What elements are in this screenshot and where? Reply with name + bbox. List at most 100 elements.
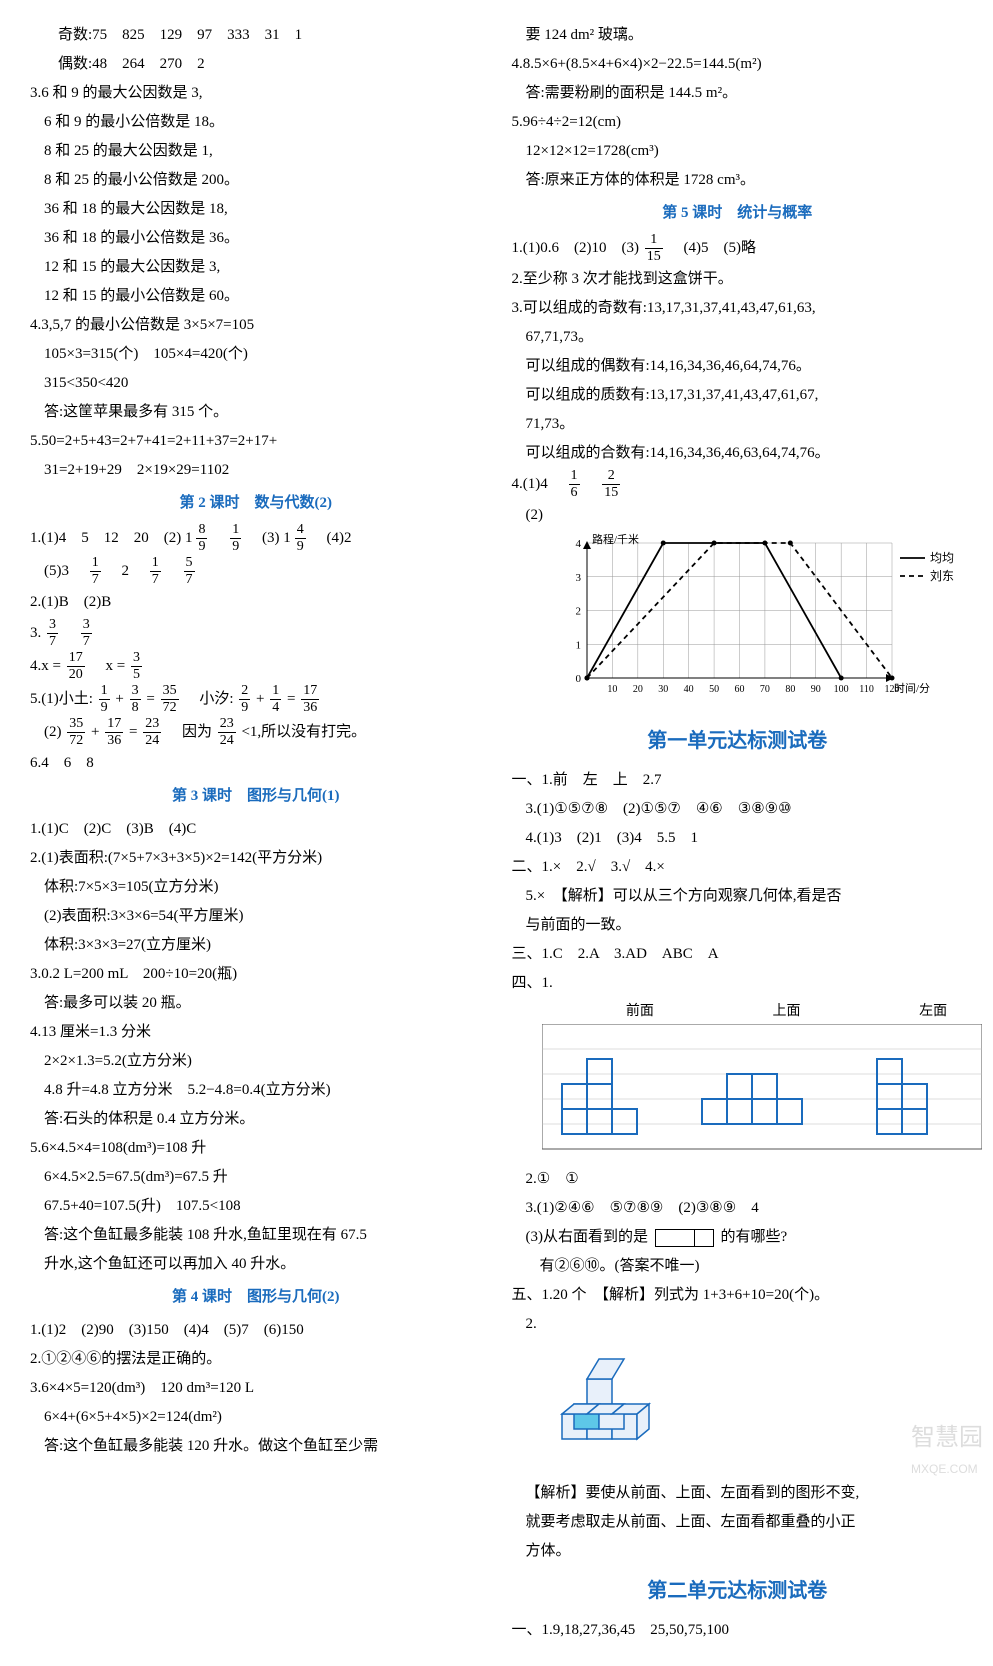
fraction: 29 xyxy=(239,684,250,715)
text-line: 67.5+40=107.5(升) 107.5<108 xyxy=(30,1193,482,1220)
text-line: 1.(1)C (2)C (3)B (4)C xyxy=(30,816,482,843)
svg-text:路程/千米: 路程/千米 xyxy=(592,533,639,546)
text-line: 36 和 18 的最小公倍数是 36。 xyxy=(30,225,482,252)
chart-svg: 01234102030405060708090100110120路程/千米时间/… xyxy=(552,533,972,703)
text: (3) xyxy=(247,530,280,546)
text-line: (2)表面积:3×3×6=54(平方厘米) xyxy=(30,903,482,930)
two-column-layout: 奇数:75 825 129 97 333 31 1 偶数:48 264 270 … xyxy=(30,20,963,1646)
text-line: 偶数:48 264 270 2 xyxy=(30,51,482,78)
fraction: 149 xyxy=(283,523,308,554)
fraction: 17 xyxy=(150,556,161,587)
view-labels: 前面 上面 左面 xyxy=(567,999,993,1024)
text-line: 5.50=2+5+43=2+7+41=2+11+37=2+17+ xyxy=(30,428,482,455)
text-line: 4.(1)4 16 215 xyxy=(512,469,964,500)
text-line: 12 和 15 的最小公倍数是 60。 xyxy=(30,283,482,310)
text-line: 一、1.前 左 上 2.7 xyxy=(512,767,964,794)
svg-text:时间/分: 时间/分 xyxy=(894,682,930,695)
label: 左面 xyxy=(919,999,947,1024)
text-line: 2.(1)B (2)B xyxy=(30,589,482,616)
text-line: 4.8 升=4.8 立方分米 5.2−4.8=0.4(立方分米) xyxy=(30,1077,482,1104)
text-line: 五、1.20 个 【解析】列式为 1+3+6+10=20(个)。 xyxy=(512,1282,964,1309)
svg-text:2: 2 xyxy=(575,606,581,618)
section-title: 第 3 课时 图形与几何(1) xyxy=(30,783,482,810)
text: 4.(1)4 xyxy=(512,476,563,492)
text-line: 5.6×4.5×4=108(dm³)=108 升 xyxy=(30,1135,482,1162)
svg-text:0: 0 xyxy=(575,673,581,685)
text: x = xyxy=(90,658,128,674)
fraction: 3572 xyxy=(67,717,85,748)
text: (4)2 xyxy=(312,530,352,546)
text-line: 四、1. xyxy=(512,970,964,997)
cube-figure xyxy=(532,1344,964,1474)
text-line: 2.(1)表面积:(7×5+7×3+3×5)×2=142(平方分米) xyxy=(30,845,482,872)
text-line: 体积:7×5×3=105(立方分米) xyxy=(30,874,482,901)
text: (2) xyxy=(44,724,62,740)
text-line: 36 和 18 的最大公因数是 18, xyxy=(30,196,482,223)
svg-text:10: 10 xyxy=(607,684,617,695)
text-line: 答:这个鱼缸最多能装 108 升水,鱼缸里现在有 67.5 xyxy=(30,1222,482,1249)
text-line: (2) xyxy=(512,502,964,529)
text-line: 2. xyxy=(512,1311,964,1338)
fraction: 2324 xyxy=(143,717,161,748)
text-line: 6×4+(6×5+4×5)×2=124(dm²) xyxy=(30,1404,482,1431)
section-title: 第 5 课时 统计与概率 xyxy=(512,200,964,227)
text-line: 4.(1)3 (2)1 (3)4 5.5 1 xyxy=(512,825,964,852)
fraction: 38 xyxy=(130,684,141,715)
fraction: 189 xyxy=(185,523,210,554)
three-view-figure xyxy=(512,1024,964,1164)
text-line: 升水,这个鱼缸还可以再加入 40 升水。 xyxy=(30,1251,482,1278)
text-line: 8 和 25 的最小公倍数是 200。 xyxy=(30,167,482,194)
text: 5.(1)小土: xyxy=(30,691,93,707)
text: 因为 xyxy=(167,724,212,740)
text: 1.(1)4 5 12 20 (2) xyxy=(30,530,181,546)
left-column: 奇数:75 825 129 97 333 31 1 偶数:48 264 270 … xyxy=(30,20,482,1646)
text-line: 12 和 15 的最大公因数是 3, xyxy=(30,254,482,281)
text-line: 2×2×1.3=5.2(立方分米) xyxy=(30,1048,482,1075)
fraction: 35 xyxy=(131,651,142,682)
fraction: 16 xyxy=(569,469,580,500)
fraction: 37 xyxy=(81,618,92,649)
text-line: 5.96÷4÷2=12(cm) xyxy=(512,109,964,136)
svg-text:80: 80 xyxy=(785,684,795,695)
text: (3)从右面看到的是 xyxy=(526,1229,649,1245)
text: + xyxy=(91,724,103,740)
text-line: 与前面的一致。 xyxy=(512,912,964,939)
text: 2 xyxy=(107,563,145,579)
text-line: 1.(1)4 5 12 20 (2) 189 19 (3) 149 (4)2 xyxy=(30,523,482,554)
text-line: 2.至少称 3 次才能找到这盒饼干。 xyxy=(512,266,964,293)
fraction: 19 xyxy=(99,684,110,715)
fraction: 19 xyxy=(230,523,241,554)
text-line: 4.13 厘米=1.3 分米 xyxy=(30,1019,482,1046)
section-title: 第 2 课时 数与代数(2) xyxy=(30,490,482,517)
fraction: 17 xyxy=(90,556,101,587)
line-chart: 01234102030405060708090100110120路程/千米时间/… xyxy=(512,533,964,713)
text-line: 答:这筐苹果最多有 315 个。 xyxy=(30,399,482,426)
text-line: 1.(1)2 (2)90 (3)150 (4)4 (5)7 (6)150 xyxy=(30,1317,482,1344)
text-line: (2) 3572 + 1736 = 2324 因为 2324 <1,所以没有打完… xyxy=(30,717,482,748)
svg-text:60: 60 xyxy=(734,684,744,695)
text-line: 三、1.C 2.A 3.AD ABC A xyxy=(512,941,964,968)
text-line: 1.(1)0.6 (2)10 (3) 115 (4)5 (5)略 xyxy=(512,233,964,264)
text-line: 可以组成的偶数有:14,16,34,36,46,64,74,76。 xyxy=(512,353,964,380)
text-line: 可以组成的质数有:13,17,31,37,41,43,47,61,67, xyxy=(512,382,964,409)
text-line: 3.(1)①⑤⑦⑧ (2)①⑤⑦ ④⑥ ③⑧⑨⑩ xyxy=(512,796,964,823)
fraction: 14 xyxy=(270,684,281,715)
label: 上面 xyxy=(772,999,800,1024)
text-line: 3.(1)②④⑥ ⑤⑦⑧⑨ (2)③⑧⑨ 4 xyxy=(512,1195,964,1222)
text: 4.x = xyxy=(30,658,65,674)
text-line: 一、1.9,18,27,36,45 25,50,75,100 xyxy=(512,1617,964,1644)
svg-text:100: 100 xyxy=(833,684,848,695)
text-line: 6.4 6 8 xyxy=(30,750,482,777)
fraction: 37 xyxy=(47,618,58,649)
svg-text:3: 3 xyxy=(575,572,581,584)
text: 小汐: xyxy=(184,691,233,707)
text-line: 有②⑥⑩。(答案不唯一) xyxy=(512,1253,964,1280)
right-column: 要 124 dm² 玻璃。 4.8.5×6+(8.5×4+6×4)×2−22.5… xyxy=(512,20,964,1646)
text-line: 3. 37 37 xyxy=(30,618,482,649)
text-line: 6×4.5×2.5=67.5(dm³)=67.5 升 xyxy=(30,1164,482,1191)
svg-text:20: 20 xyxy=(632,684,642,695)
text-line: 奇数:75 825 129 97 333 31 1 xyxy=(30,22,482,49)
answer-box xyxy=(655,1229,695,1247)
text-line: 3.6 和 9 的最大公因数是 3, xyxy=(30,80,482,107)
text: (5)3 xyxy=(44,563,84,579)
